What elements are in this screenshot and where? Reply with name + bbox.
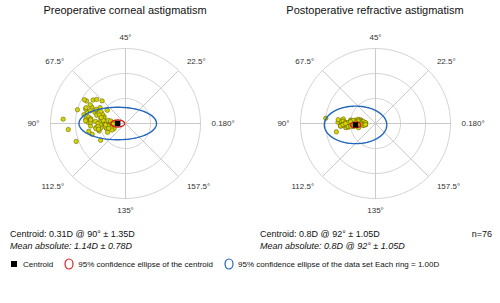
html-text:Mean absolute: 1.14D ± 0.78D: Mean absolute: 1.14D ± 0.78D: [10, 241, 132, 251]
html-text:95% confidence ellipse of the: 95% confidence ellipse of the data set E…: [238, 259, 440, 269]
svg-text:45°: 45°: [369, 33, 381, 42]
html-text:n=76: n=76: [471, 229, 492, 239]
svg-text:45°: 45°: [119, 33, 131, 42]
svg-text:90°: 90°: [277, 119, 289, 128]
svg-text:67.5°: 67.5°: [45, 57, 64, 66]
svg-text:135°: 135°: [117, 206, 134, 215]
html-text:Postoperative refractive astig: Postoperative refractive astigmatism: [286, 4, 464, 16]
svg-text:0.180°: 0.180°: [462, 119, 485, 128]
html-text:Preoperative corneal astigmati: Preoperative corneal astigmatism: [43, 4, 207, 16]
svg-text:157.5°: 157.5°: [437, 182, 460, 191]
svg-text:67.5°: 67.5°: [295, 57, 314, 66]
svg-text:22.5°: 22.5°: [187, 57, 206, 66]
svg-text:90°: 90°: [27, 119, 39, 128]
html-text:Centroid: Centroid: [23, 259, 54, 269]
svg-text:0.180°: 0.180°: [212, 119, 235, 128]
svg-text:135°: 135°: [367, 206, 384, 215]
html-text:95% confidence ellipse of the: 95% confidence ellipse of the centroid: [78, 259, 213, 269]
svg-text:112.5°: 112.5°: [41, 182, 64, 191]
html-text:Centroid: 0.8D @ 92° ± 1.05D: Centroid: 0.8D @ 92° ± 1.05D: [260, 229, 380, 239]
html-text:Mean absolute: 0.8D @ 92° ± 1.: Mean absolute: 0.8D @ 92° ± 1.05D: [260, 241, 405, 251]
svg-text:22.5°: 22.5°: [437, 57, 456, 66]
html-text:Centroid: 0.31D @ 90° ± 1.35D: Centroid: 0.31D @ 90° ± 1.35D: [10, 229, 135, 239]
svg-text:157.5°: 157.5°: [187, 182, 210, 191]
svg-text:112.5°: 112.5°: [291, 182, 314, 191]
